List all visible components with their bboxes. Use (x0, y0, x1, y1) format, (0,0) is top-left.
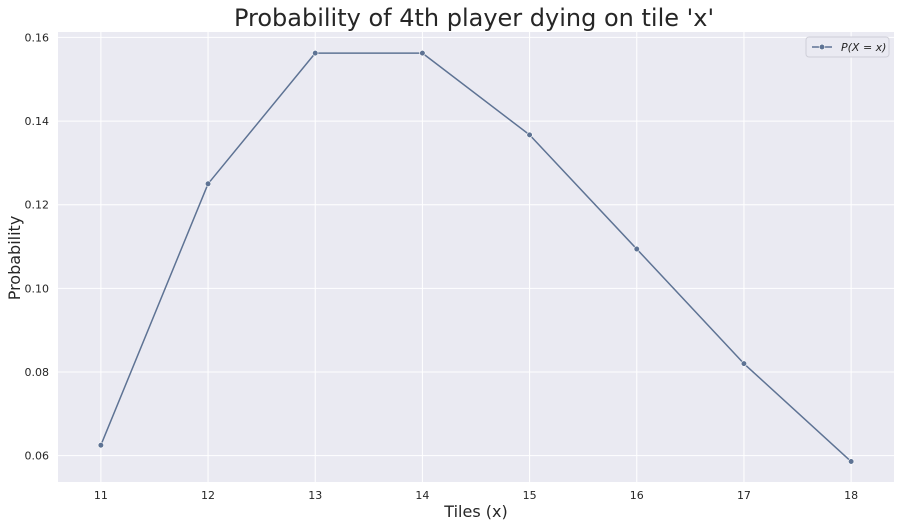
chart-title: Probability of 4th player dying on tile … (234, 4, 714, 32)
series-layer (97, 50, 855, 465)
data-point-0-0 (97, 442, 104, 449)
legend-entry-label: P(X = x) (841, 41, 886, 54)
x-tick-label-0: 11 (94, 489, 108, 502)
x-tick-label-6: 17 (737, 489, 751, 502)
y-axis-label: Probability (5, 216, 24, 301)
y-tick-label-1: 0.08 (25, 366, 50, 379)
data-point-0-1 (204, 180, 212, 187)
x-axis-label: Tiles (x) (443, 502, 507, 521)
x-tick-label-7: 18 (844, 489, 858, 502)
data-point-0-4 (526, 131, 533, 138)
y-tick-label-0: 0.06 (25, 450, 50, 463)
y-tick-label-3: 0.12 (25, 199, 50, 212)
plot-area (58, 32, 894, 482)
grid-lines (58, 32, 894, 482)
legend-box (805, 36, 890, 58)
tick-labels: 11 12 13 14 15 16 17 18 0.06 0.08 0.10 0.12 0.14 0.16 (25, 31, 859, 502)
data-point-0-6 (740, 360, 748, 367)
y-tick-label-2: 0.10 (25, 282, 50, 295)
x-tick-label-4: 15 (523, 489, 537, 502)
data-point-0-7 (848, 458, 855, 465)
x-tick-label-3: 14 (415, 489, 429, 502)
series-line-0 (100, 52, 852, 463)
legend: P(X = x) (805, 36, 890, 58)
y-tick-label-5: 0.16 (25, 31, 50, 44)
data-point-0-3 (419, 50, 426, 57)
x-tick-label-1: 12 (201, 489, 215, 502)
data-point-0-5 (633, 245, 640, 253)
x-tick-label-2: 13 (308, 489, 322, 502)
y-tick-label-4: 0.14 (25, 115, 50, 128)
data-point-0-2 (312, 50, 319, 57)
legend-point-marker (818, 43, 826, 51)
x-tick-label-5: 16 (630, 489, 644, 502)
